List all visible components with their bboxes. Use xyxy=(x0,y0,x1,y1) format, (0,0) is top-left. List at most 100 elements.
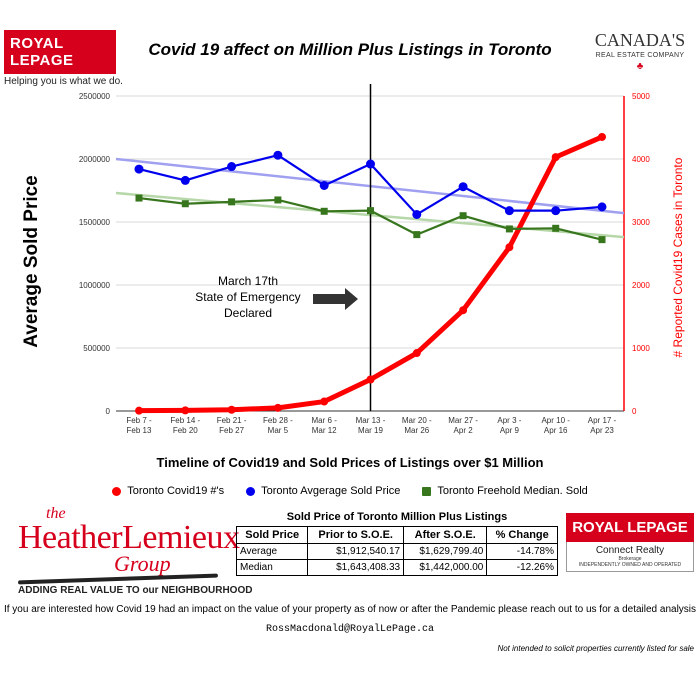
data-point xyxy=(551,206,561,216)
y-tick-left: 1000000 xyxy=(79,281,111,290)
legend-label: Toronto Freehold Median. Sold xyxy=(437,485,588,497)
legend-label: Toronto Covid19 #'s xyxy=(127,485,225,497)
data-point xyxy=(504,206,514,216)
y-tick-left: 2000000 xyxy=(79,155,111,164)
data-point xyxy=(412,209,422,219)
y-tick-right: 1000 xyxy=(632,344,650,353)
data-point xyxy=(598,236,606,244)
brand-box-sub: Connect Realty Brokerage INDEPENDENTLY O… xyxy=(566,542,694,572)
contact-email[interactable]: RossMacdonald@RoyalLePage.ca xyxy=(265,624,435,635)
logo-name: HeatherLemieux xyxy=(18,519,240,556)
data-point xyxy=(135,194,143,202)
y-tick-right: 4000 xyxy=(632,155,650,164)
y-tick-right: 3000 xyxy=(632,218,650,227)
y-tick-left: 2500000 xyxy=(79,92,111,101)
x-tick-label: Mar 13 -Mar 19 xyxy=(356,416,386,435)
data-point xyxy=(413,231,421,239)
table-header: After S.O.E. xyxy=(403,526,488,544)
data-point xyxy=(320,397,329,406)
y-tick-left: 500000 xyxy=(83,344,110,353)
table-cell: $1,643,408.33 xyxy=(307,559,405,576)
brand-left: ROYAL LEPAGE xyxy=(4,30,116,74)
data-point xyxy=(319,180,329,190)
disclaimer: Not intended to solicit properties curre… xyxy=(497,644,694,653)
legend-dot-icon xyxy=(112,486,122,496)
y-tick-left: 1500000 xyxy=(79,218,111,227)
y-tick-left: 0 xyxy=(106,407,111,416)
data-point xyxy=(273,150,283,160)
brand-right-line1: CANADA'S xyxy=(594,30,686,50)
data-point xyxy=(274,196,282,204)
data-point xyxy=(459,306,468,315)
data-point xyxy=(366,159,375,169)
table-cell: Average xyxy=(235,543,309,560)
data-point xyxy=(552,224,560,232)
brand-box-independent: INDEPENDENTLY OWNED AND OPERATED xyxy=(578,562,682,568)
table-title: Sold Price of Toronto Million Plus Listi… xyxy=(286,511,508,523)
table-row: Median $1,643,408.33 $1,442,000.00 -12.2… xyxy=(235,559,558,576)
data-point xyxy=(320,207,328,215)
brand-box-brokerage: Brokerage xyxy=(618,556,642,562)
x-tick-label: Apr 17 -Apr 23 xyxy=(588,416,617,435)
data-point xyxy=(551,153,560,162)
y-tick-right: 5000 xyxy=(632,92,650,101)
data-point xyxy=(227,162,237,172)
arrow-right-icon xyxy=(313,288,358,310)
page-title: Covid 19 affect on Million Plus Listings… xyxy=(148,40,552,59)
brand-box-name: ROYAL LEPAGE xyxy=(566,513,694,542)
brand-left-tagline: Helping you is what we do. xyxy=(4,76,123,87)
logo-the: the xyxy=(46,505,66,522)
legend-item-average: Toronto Avgerage Sold Price xyxy=(246,485,400,497)
royal-lepage-connect-logo: ROYAL LEPAGE Connect Realty Brokerage IN… xyxy=(566,513,694,572)
chart-title: Timeline of Covid19 and Sold Prices of L… xyxy=(156,455,544,470)
heather-lemieux-group-logo: the HeatherLemieux Group ADDING REAL VAL… xyxy=(17,505,253,596)
maple-leaf-icon: ♣ xyxy=(636,61,644,72)
data-point xyxy=(181,406,190,415)
table-header: % Change xyxy=(486,526,558,544)
data-point xyxy=(598,132,606,141)
footer-message: If you are interested how Covid 19 had a… xyxy=(3,604,697,615)
brand-right-line2: REAL ESTATE COMPANY xyxy=(595,52,685,59)
y-axis-title-left: Average Sold Price xyxy=(21,175,42,347)
x-tick-label: Feb 7 -Feb 13 xyxy=(126,416,152,435)
logo-group: Group xyxy=(114,551,171,576)
data-point xyxy=(412,349,421,358)
x-tick-label: Mar 27 -Apr 2 xyxy=(448,416,478,435)
sold-price-table: Sold Price Prior to S.O.E. After S.O.E. … xyxy=(235,526,558,576)
x-tick-label: Apr 10 -Apr 16 xyxy=(541,416,570,435)
x-tick-label: Apr 3 -Apr 9 xyxy=(497,416,521,435)
data-point xyxy=(273,403,282,412)
data-point xyxy=(597,202,607,212)
data-point xyxy=(459,212,467,220)
logo-tagline: ADDING REAL VALUE TO our NEIGHBOURHOOD xyxy=(18,585,253,596)
table-cell: $1,629,799.40 xyxy=(403,543,488,560)
sold-price-table-panel: Sold Price of Toronto Million Plus Listi… xyxy=(235,511,558,576)
legend-square-icon xyxy=(422,486,432,496)
data-point xyxy=(180,175,190,185)
data-point xyxy=(458,182,468,192)
data-point xyxy=(367,207,374,215)
x-tick-label: Mar 6 -Mar 12 xyxy=(312,416,338,435)
table-row: Average $1,912,540.17 $1,629,799.40 -14.… xyxy=(235,543,558,560)
covid-price-chart: 0 500000 1000000 1500000 2000000 2500000 0 1000… xyxy=(21,84,685,435)
data-point xyxy=(135,406,143,415)
y-tick-right: 0 xyxy=(632,407,637,416)
data-point xyxy=(228,198,236,206)
y-axis-title-right: # Reported Covid19 Cases in Toronto xyxy=(671,157,685,357)
table-header: Sold Price xyxy=(235,526,309,544)
royal-lepage-logo: ROYAL LEPAGE Helping you is what we do. xyxy=(4,30,123,87)
y-tick-right: 2000 xyxy=(632,281,650,290)
data-point xyxy=(505,243,514,252)
soe-annotation: March 17th State of Emergency Declared xyxy=(195,274,300,320)
data-point xyxy=(366,375,375,384)
x-tick-label: Mar 20 -Mar 26 xyxy=(402,416,432,435)
table-cell: -12.26% xyxy=(486,559,558,576)
legend-item-covid: Toronto Covid19 #'s xyxy=(112,485,224,497)
data-point xyxy=(227,405,236,414)
table-header-row: Sold Price Prior to S.O.E. After S.O.E. … xyxy=(235,526,558,544)
x-tick-label: Feb 14 -Feb 20 xyxy=(170,416,200,435)
table-cell: $1,442,000.00 xyxy=(403,559,488,576)
x-tick-label: Feb 28 -Mar 5 xyxy=(263,416,293,435)
table-cell: $1,912,540.17 xyxy=(307,543,405,560)
x-tick-label: Feb 21 -Feb 27 xyxy=(217,416,247,435)
